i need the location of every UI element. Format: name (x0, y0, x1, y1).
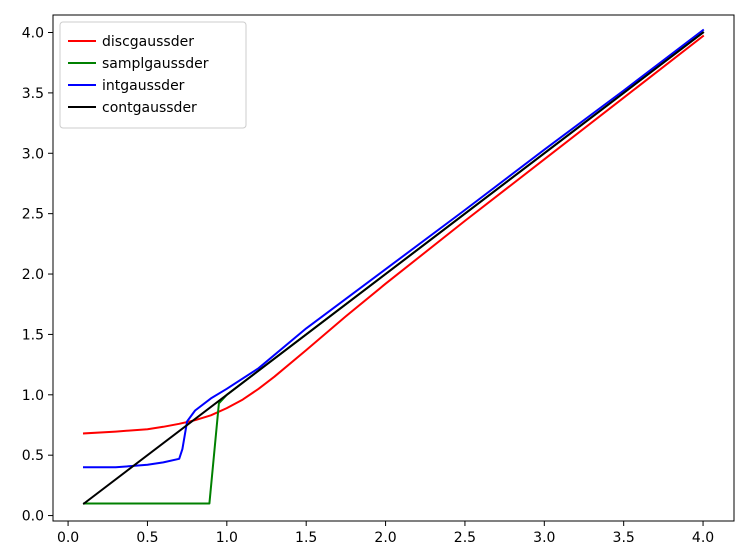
legend-label-intgaussder: intgaussder (102, 78, 185, 94)
legend: discgaussder samplgaussder intgaussder c… (59, 21, 247, 129)
y-axis: 0.0 0.5 1.0 1.5 2.0 2.5 3.0 3.5 4.0 (22, 26, 53, 525)
x-tick-label: 2.0 (374, 530, 396, 546)
y-tick-label: 0.0 (22, 509, 44, 525)
legend-label-contgaussder: contgaussder (102, 100, 197, 116)
y-tick-label: 3.0 (22, 146, 44, 162)
x-tick-label: 3.0 (533, 530, 555, 546)
x-tick-label: 2.5 (454, 530, 476, 546)
legend-label-discgaussder: discgaussder (102, 34, 194, 50)
x-tick-label: 1.5 (295, 530, 317, 546)
x-tick-label: 1.0 (216, 530, 238, 546)
y-tick-label: 2.5 (22, 207, 44, 223)
legend-label-samplgaussder: samplgaussder (102, 56, 209, 72)
y-tick-label: 4.0 (22, 26, 44, 42)
y-tick-label: 0.5 (22, 448, 44, 464)
x-tick-label: 0.0 (57, 530, 79, 546)
series-line-contgaussder (82, 31, 705, 505)
x-axis: 0.0 0.5 1.0 1.5 2.0 2.5 3.0 3.5 4.0 (57, 521, 714, 546)
x-tick-label: 3.5 (613, 530, 635, 546)
series-lines (82, 28, 705, 505)
y-tick-label: 1.0 (22, 388, 44, 404)
legend-box (59, 21, 247, 129)
y-tick-label: 1.5 (22, 327, 44, 343)
series-line-discgaussder (82, 34, 705, 435)
x-tick-label: 4.0 (692, 530, 714, 546)
y-tick-label: 2.0 (22, 267, 44, 283)
y-tick-label: 3.5 (22, 86, 44, 102)
series-line-intgaussder (83, 28, 705, 469)
x-tick-label: 0.5 (136, 530, 158, 546)
